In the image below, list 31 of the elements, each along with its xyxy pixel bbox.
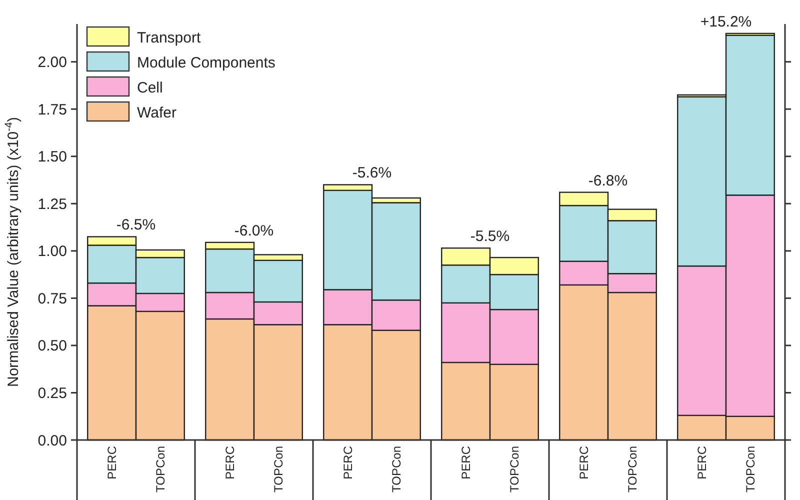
legend-label: Transport <box>137 29 202 46</box>
y-tick-label: 1.25 <box>38 196 67 213</box>
x-tick-label: PERC <box>223 446 238 480</box>
y-tick-label: 1.00 <box>38 243 67 260</box>
y-tick-label: 0.00 <box>38 432 67 450</box>
legend-label: Module Components <box>137 54 276 72</box>
y-tick-label: 1.75 <box>38 101 67 118</box>
y-tick-label: 2.00 <box>38 54 67 72</box>
y-tick-label: 0.50 <box>38 338 67 355</box>
annotation: -5.5% <box>470 228 510 246</box>
x-tick-label: TOPCon <box>625 446 640 492</box>
x-tick-label: PERC <box>695 446 710 480</box>
legend-label: Cell <box>137 79 163 96</box>
x-tick-label: TOPCon <box>153 446 168 492</box>
annotation: +15.2% <box>700 13 752 30</box>
annotation: -6.0% <box>234 222 274 240</box>
legend-label: Wafer <box>137 104 176 122</box>
y-tick-label: 0.25 <box>38 384 67 402</box>
x-tick-label: TOPCon <box>271 446 286 492</box>
y-tick-label: 0.75 <box>38 290 67 308</box>
x-tick-label: TOPCon <box>507 446 522 492</box>
annotation: -6.8% <box>588 172 628 190</box>
annotation: -5.6% <box>352 164 392 182</box>
y-tick-label: 1.50 <box>38 148 67 166</box>
x-tick-label: TOPCon <box>389 446 404 492</box>
annotation: -6.5% <box>116 216 156 234</box>
x-tick-label: PERC <box>459 446 474 480</box>
x-tick-label: PERC <box>577 446 592 480</box>
x-tick-label: PERC <box>105 446 120 480</box>
x-tick-label: TOPCon <box>743 446 758 492</box>
x-tick-label: PERC <box>341 446 356 480</box>
